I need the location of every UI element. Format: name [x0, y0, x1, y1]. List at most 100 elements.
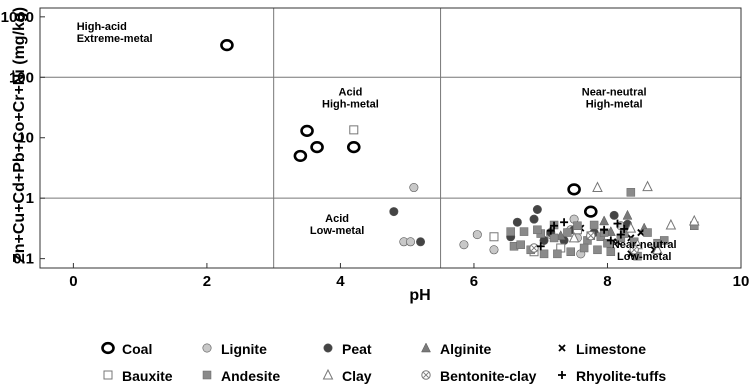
point-peat [416, 237, 426, 247]
point-lignite [472, 230, 482, 240]
legend-item-rhyolite-tuffs: Rhyolite-tuffs [558, 368, 666, 384]
point-rhyolite-tuffs [560, 218, 569, 227]
axes [39, 7, 742, 269]
point-lignite [406, 237, 416, 247]
data-points [220, 39, 700, 261]
y-tick-label: 1000 [1, 9, 34, 26]
y-tick-label: 0.1 [13, 251, 34, 268]
legend-item-andesite: Andesite [202, 368, 280, 384]
point-rhyolite-tuffs [616, 230, 625, 239]
point-peat [609, 210, 619, 220]
legend-marker-clay [322, 368, 334, 380]
point-clay [625, 221, 637, 233]
legend-label: Coal [122, 341, 152, 357]
point-coal [293, 149, 308, 163]
point-rhyolite-tuffs [600, 225, 609, 234]
legend-marker-limestone [558, 344, 566, 352]
legend-item-coal: Coal [101, 341, 152, 357]
point-andesite [626, 188, 636, 197]
region-label: High-acid Extreme-metal [77, 21, 153, 45]
region-labels: High-acid Extreme-metal Acid High-metal Near… [77, 21, 677, 263]
point-bauxite [349, 125, 359, 135]
legend-marker-bauxite [103, 370, 113, 380]
point-andesite [516, 240, 525, 249]
region-label: Acid High-metal [322, 86, 379, 110]
point-clay [688, 214, 700, 226]
legend-marker-lignite [202, 343, 212, 353]
y-axis-title: Zn+Cu+Cd+Pb+Co+Cr+Ni (mg/kg) [11, 7, 28, 263]
legend-item-bentonite-clay: Bentonite-clay [421, 368, 537, 384]
point-andesite [563, 228, 572, 237]
point-clay [592, 181, 603, 193]
legend-label: Rhyolite-tuffs [576, 368, 666, 384]
legend-marker-bentonite-clay [421, 370, 431, 380]
point-clay [642, 180, 653, 192]
point-clay [665, 218, 677, 230]
legend-label: Lignite [221, 341, 267, 357]
point-peat [389, 207, 399, 217]
y-tick-label: 10 [17, 130, 34, 147]
point-clay [652, 243, 663, 255]
y-tick-label: 1 [26, 190, 34, 207]
region-label: Acid Low-metal [310, 213, 364, 237]
series-bentonite-clay [529, 230, 639, 255]
point-coal [310, 140, 324, 154]
legend-item-peat: Peat [323, 341, 372, 357]
legend-item-alginite: Alginite [421, 341, 492, 357]
legend-item-lignite: Lignite [202, 341, 267, 357]
point-peat [529, 214, 539, 224]
x-tick-label: 0 [69, 273, 77, 290]
point-lignite [489, 245, 499, 255]
region-label: Near-neutral Low-metal [612, 239, 677, 263]
legend-item-clay: Clay [322, 368, 372, 384]
x-tick-label: 2 [203, 273, 211, 290]
legend-marker-andesite [202, 370, 212, 380]
legend-item-bauxite: Bauxite [103, 368, 173, 384]
point-coal [346, 140, 361, 154]
point-bauxite [489, 232, 499, 242]
point-andesite [589, 220, 599, 230]
point-coal [567, 183, 581, 196]
point-andesite [643, 228, 652, 237]
point-alginite [622, 209, 633, 220]
point-alginite [555, 230, 566, 240]
point-andesite [573, 221, 582, 230]
region-dividers [40, 8, 741, 268]
series-rhyolite-tuffs [536, 218, 629, 251]
point-rhyolite-tuffs [546, 226, 555, 235]
point-alginite [605, 226, 616, 236]
legend-label: Alginite [440, 341, 492, 357]
legend-marker-coal [101, 341, 115, 355]
point-coal [300, 124, 314, 137]
x-tick-label: 10 [733, 273, 749, 290]
point-andesite [539, 249, 549, 259]
x-tick-label: 8 [603, 273, 611, 290]
point-rhyolite-tuffs [613, 219, 622, 228]
legend-label: Peat [342, 341, 372, 357]
point-andesite [553, 249, 562, 259]
point-andesite [506, 227, 515, 236]
point-clay [568, 231, 580, 243]
point-limestone [637, 228, 645, 237]
plot-frame [39, 7, 742, 269]
point-andesite [566, 247, 576, 256]
point-andesite [579, 243, 589, 253]
x-tick-label: 6 [470, 273, 478, 290]
point-rhyolite-tuffs [606, 236, 615, 245]
x-tick-label: 4 [336, 273, 345, 290]
point-alginite [599, 215, 610, 226]
point-andesite [606, 247, 616, 256]
legend-marker-rhyolite-tuffs [558, 371, 566, 379]
point-andesite [533, 225, 542, 235]
legend-label: Bentonite-clay [440, 368, 537, 384]
point-andesite [519, 227, 529, 236]
series-coal [220, 39, 598, 218]
point-andesite [593, 245, 602, 255]
region-label: Near-neutral High-metal [582, 86, 647, 110]
point-bentonite-clay [586, 230, 596, 241]
point-rhyolite-tuffs [620, 224, 629, 233]
point-rhyolite-tuffs [536, 242, 545, 251]
point-lignite [459, 240, 469, 250]
tick-labels: 0 2 4 6 8 10 1000 100 10 1 0.1 [1, 9, 749, 290]
